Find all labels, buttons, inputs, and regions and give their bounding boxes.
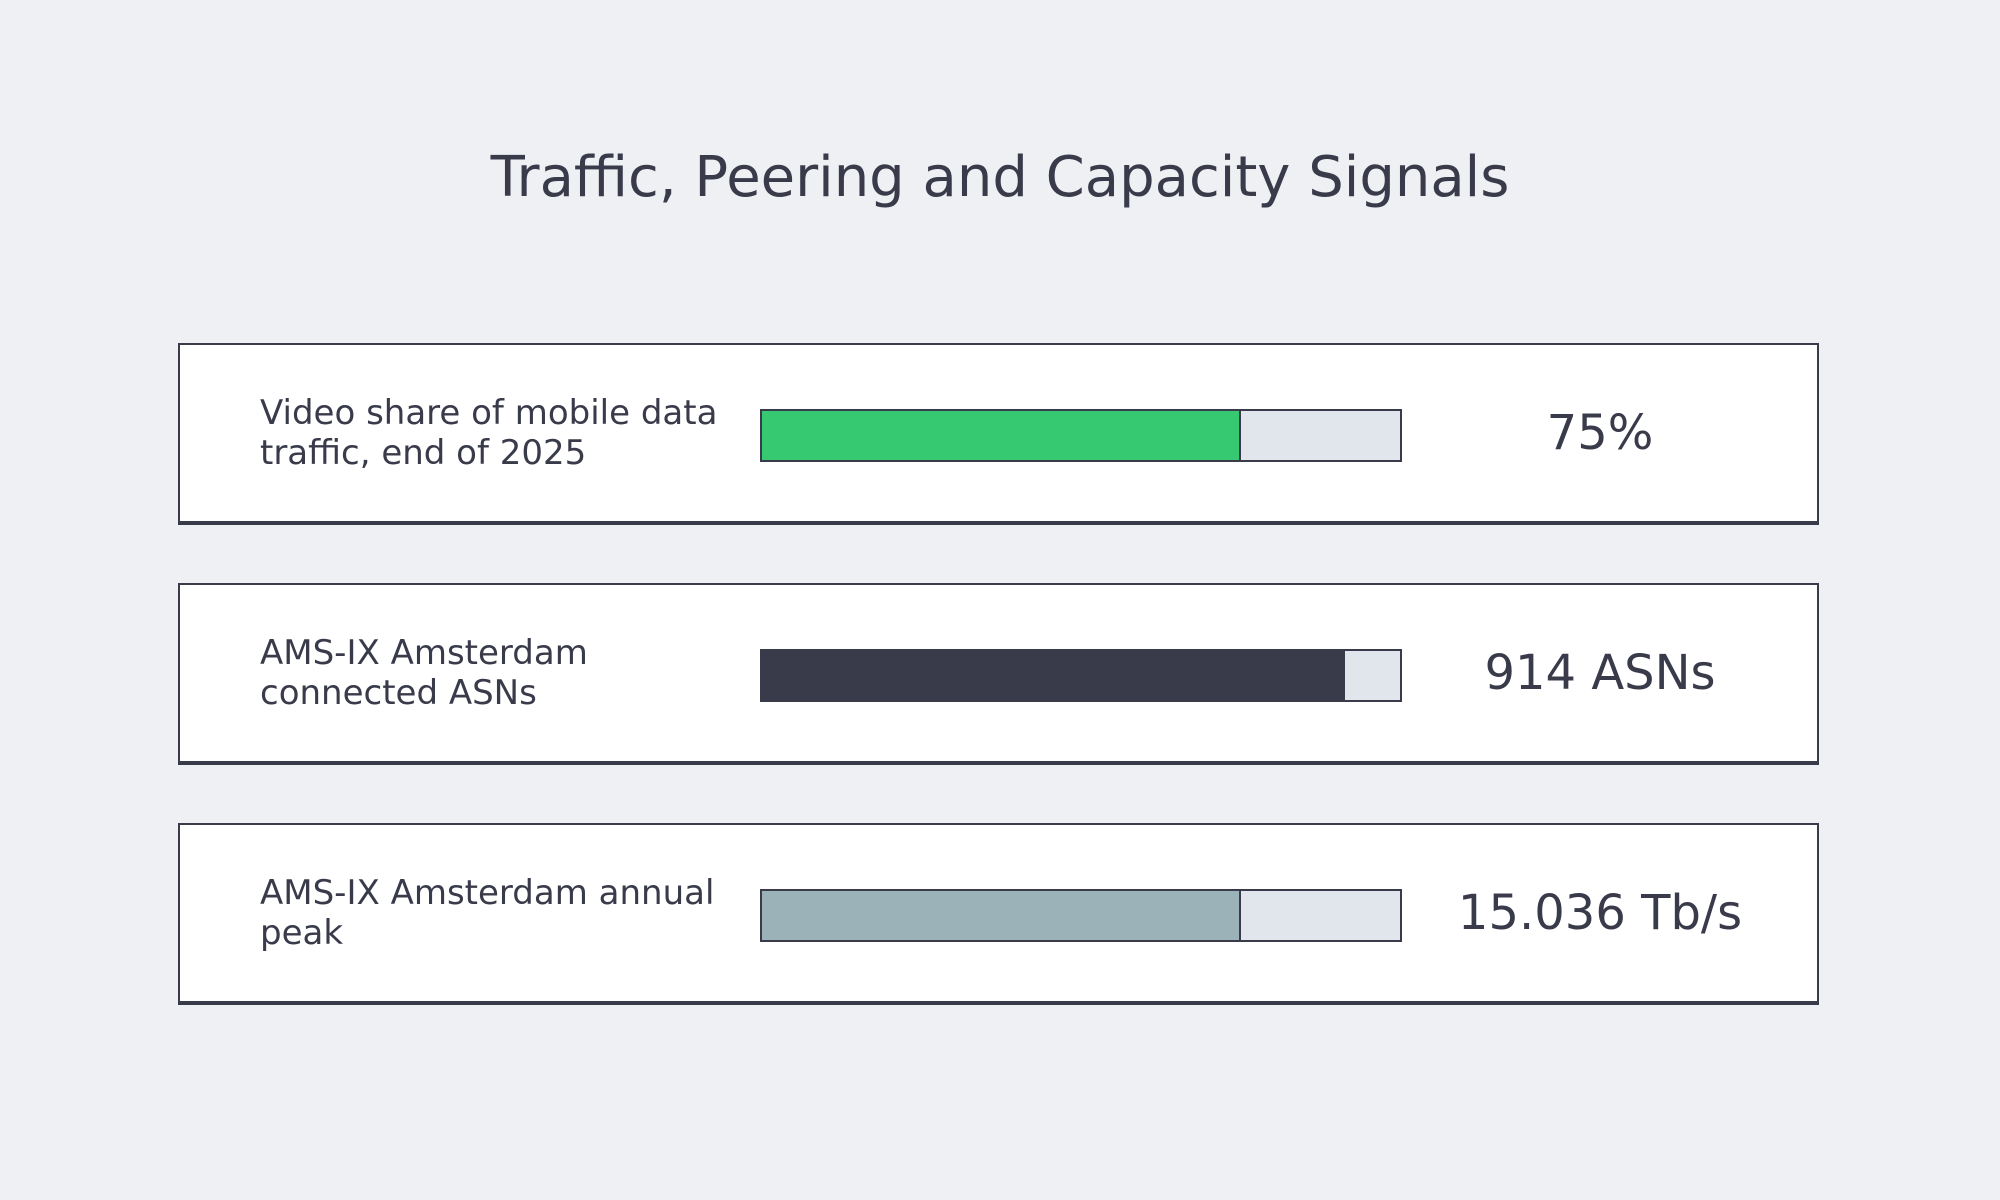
metric-value: 15.036 Tb/s bbox=[1457, 885, 1743, 941]
metric-card-connected-asns: AMS-IX Amsterdam connected ASNs 914 ASNs bbox=[178, 583, 1819, 765]
metric-label: Video share of mobile data traffic, end … bbox=[260, 393, 718, 473]
metric-label: AMS-IX Amsterdam connected ASNs bbox=[260, 633, 588, 713]
metric-value: 75% bbox=[1546, 405, 1654, 461]
metric-card-annual-peak: AMS-IX Amsterdam annual peak 15.036 Tb/s bbox=[178, 823, 1819, 1005]
metric-card-video-share: Video share of mobile data traffic, end … bbox=[178, 343, 1819, 525]
progress-bar-fill bbox=[762, 411, 1241, 460]
progress-bar-track bbox=[760, 889, 1402, 942]
page-title: Traffic, Peering and Capacity Signals bbox=[490, 145, 1510, 210]
progress-bar-track bbox=[760, 649, 1402, 702]
metric-value: 914 ASNs bbox=[1484, 645, 1716, 701]
progress-bar-fill bbox=[762, 891, 1241, 940]
metric-label: AMS-IX Amsterdam annual peak bbox=[260, 873, 715, 953]
progress-bar-fill bbox=[762, 651, 1346, 700]
progress-bar-track bbox=[760, 409, 1402, 462]
